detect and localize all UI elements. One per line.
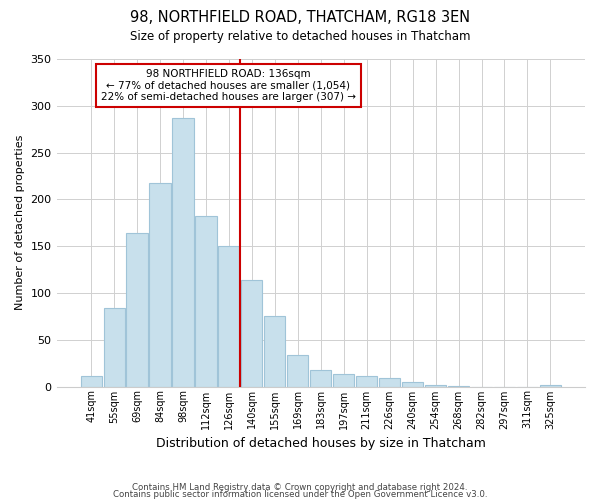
Bar <box>356 376 377 386</box>
Bar <box>333 374 354 386</box>
Bar <box>218 246 239 386</box>
Bar <box>80 376 101 386</box>
Bar <box>264 316 286 386</box>
Text: Size of property relative to detached houses in Thatcham: Size of property relative to detached ho… <box>130 30 470 43</box>
Bar <box>127 233 148 386</box>
Bar <box>149 182 170 386</box>
Bar <box>379 378 400 386</box>
Text: 98, NORTHFIELD ROAD, THATCHAM, RG18 3EN: 98, NORTHFIELD ROAD, THATCHAM, RG18 3EN <box>130 10 470 25</box>
Bar <box>310 370 331 386</box>
Bar <box>402 382 423 386</box>
Bar <box>196 216 217 386</box>
Bar <box>287 354 308 386</box>
Bar <box>425 384 446 386</box>
Bar <box>540 384 561 386</box>
Bar <box>172 118 194 386</box>
Y-axis label: Number of detached properties: Number of detached properties <box>15 135 25 310</box>
Bar <box>241 280 262 386</box>
Text: Contains public sector information licensed under the Open Government Licence v3: Contains public sector information licen… <box>113 490 487 499</box>
Text: Contains HM Land Registry data © Crown copyright and database right 2024.: Contains HM Land Registry data © Crown c… <box>132 484 468 492</box>
X-axis label: Distribution of detached houses by size in Thatcham: Distribution of detached houses by size … <box>156 437 486 450</box>
Text: 98 NORTHFIELD ROAD: 136sqm
← 77% of detached houses are smaller (1,054)
22% of s: 98 NORTHFIELD ROAD: 136sqm ← 77% of deta… <box>101 69 356 102</box>
Bar <box>104 308 125 386</box>
